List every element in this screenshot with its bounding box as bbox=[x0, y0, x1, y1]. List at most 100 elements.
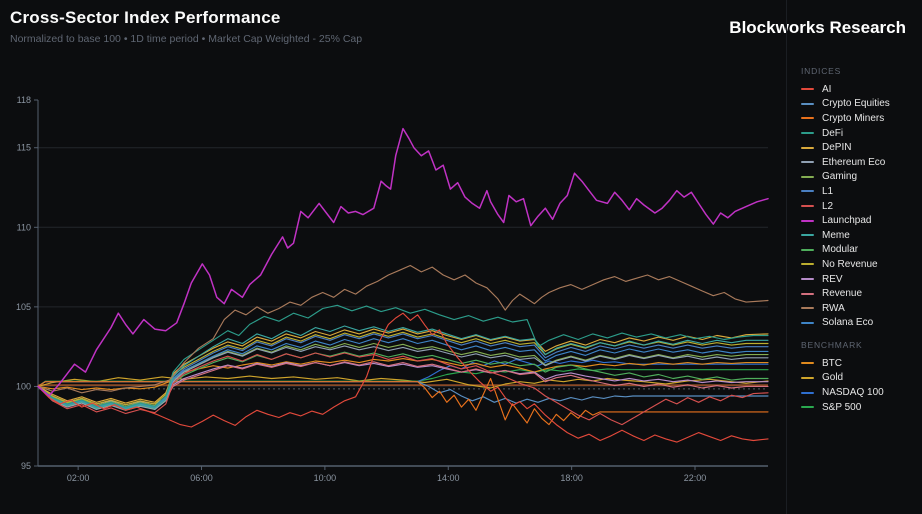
legend-item-gaming[interactable]: Gaming bbox=[801, 170, 922, 185]
y-tick-label-118: 118 bbox=[17, 95, 31, 105]
legend-item-meme[interactable]: Meme bbox=[801, 228, 922, 243]
blockworks-research-logo: Blockworks Research bbox=[729, 18, 906, 37]
y-tick-label-95: 95 bbox=[21, 461, 31, 471]
legend-item-no_revenue[interactable]: No Revenue bbox=[801, 257, 922, 272]
legend-label-crypto_miners: Crypto Miners bbox=[822, 112, 885, 124]
series-line-btc[interactable] bbox=[37, 358, 769, 391]
legend-sidebar: INDICES AI Crypto Equities Crypto Miners De… bbox=[786, 0, 922, 514]
legend-item-modular[interactable]: Modular bbox=[801, 243, 922, 258]
y-tick-label-100: 100 bbox=[16, 381, 31, 391]
legend-item-btc[interactable]: BTC bbox=[801, 356, 922, 371]
legend-swatch-defi bbox=[801, 132, 814, 135]
legend-indices-header: INDICES bbox=[801, 66, 842, 76]
page-title: Cross-Sector Index Performance bbox=[10, 8, 281, 27]
series-line-depin[interactable] bbox=[37, 328, 769, 404]
series-line-defi[interactable] bbox=[37, 304, 769, 408]
series-line-launchpad[interactable] bbox=[37, 127, 769, 397]
legend-swatch-l2 bbox=[801, 205, 814, 208]
legend-swatch-rev bbox=[801, 278, 814, 281]
chart-header: Cross-Sector Index Performance Normalize… bbox=[10, 8, 362, 45]
legend-swatch-sp500 bbox=[801, 406, 814, 409]
legend-label-ai: AI bbox=[822, 83, 832, 95]
x-tick-label-18:00: 18:00 bbox=[560, 473, 583, 483]
y-tick-label-105: 105 bbox=[16, 302, 31, 312]
series-line-no_revenue[interactable] bbox=[37, 331, 769, 406]
series-line-sp500[interactable] bbox=[37, 368, 769, 387]
series-line-meme[interactable] bbox=[37, 325, 769, 410]
legend-swatch-rwa bbox=[801, 307, 814, 310]
series-line-solana_eco[interactable] bbox=[37, 338, 769, 410]
legend-label-nasdaq: NASDAQ 100 bbox=[822, 387, 884, 399]
legend-label-crypto_equities: Crypto Equities bbox=[822, 98, 890, 110]
legend-item-depin[interactable]: DePIN bbox=[801, 140, 922, 155]
legend-label-launchpad: Launchpad bbox=[822, 215, 872, 227]
legend-label-gold: Gold bbox=[822, 372, 844, 384]
legend-item-revenue[interactable]: Revenue bbox=[801, 286, 922, 301]
series-line-rwa[interactable] bbox=[37, 264, 769, 394]
legend-swatch-gaming bbox=[801, 175, 814, 178]
legend-swatch-ethereum_eco bbox=[801, 161, 814, 164]
series-line-nasdaq[interactable] bbox=[37, 358, 769, 387]
legend-swatch-launchpad bbox=[801, 219, 814, 222]
legend-item-l2[interactable]: L2 bbox=[801, 199, 922, 214]
legend-section-gap bbox=[801, 330, 922, 340]
legend-swatch-crypto_equities bbox=[801, 102, 814, 105]
x-tick-label-06:00: 06:00 bbox=[190, 473, 213, 483]
legend-item-ethereum_eco[interactable]: Ethereum Eco bbox=[801, 155, 922, 170]
legend-swatch-meme bbox=[801, 234, 814, 237]
series-line-gold[interactable] bbox=[37, 375, 769, 389]
legend-label-ethereum_eco: Ethereum Eco bbox=[822, 156, 886, 168]
legend-item-launchpad[interactable]: Launchpad bbox=[801, 213, 922, 228]
legend-swatch-nasdaq bbox=[801, 391, 814, 394]
legend-item-defi[interactable]: DeFi bbox=[801, 126, 922, 141]
legend-label-l1: L1 bbox=[822, 185, 834, 197]
legend-label-sp500: S&P 500 bbox=[822, 401, 862, 413]
legend-swatch-gold bbox=[801, 376, 814, 379]
legend-item-l1[interactable]: L1 bbox=[801, 184, 922, 199]
series-line-l2[interactable] bbox=[37, 352, 769, 426]
legend-swatch-crypto_miners bbox=[801, 117, 814, 120]
legend-label-l2: L2 bbox=[822, 200, 834, 212]
y-tick-label-110: 110 bbox=[17, 222, 31, 232]
legend-indices-list: AI Crypto Equities Crypto Miners DeFi DePIN E… bbox=[801, 82, 922, 330]
series-line-crypto_equities[interactable] bbox=[37, 381, 769, 404]
series-line-ethereum_eco[interactable] bbox=[37, 345, 769, 411]
legend-swatch-no_revenue bbox=[801, 263, 814, 266]
legend-swatch-solana_eco bbox=[801, 321, 814, 324]
x-tick-label-22:00: 22:00 bbox=[684, 473, 707, 483]
legend-label-rev: REV bbox=[822, 273, 843, 285]
legend-label-btc: BTC bbox=[822, 357, 842, 369]
legend-item-sp500[interactable]: S&P 500 bbox=[801, 400, 922, 415]
legend-item-rev[interactable]: REV bbox=[801, 272, 922, 287]
legend-item-ai[interactable]: AI bbox=[801, 82, 922, 97]
series-line-ai[interactable] bbox=[37, 312, 769, 443]
legend-label-depin: DePIN bbox=[822, 142, 852, 154]
legend-item-nasdaq[interactable]: NASDAQ 100 bbox=[801, 385, 922, 400]
series-line-modular[interactable] bbox=[37, 351, 769, 411]
legend-item-crypto_equities[interactable]: Crypto Equities bbox=[801, 97, 922, 112]
series-line-l1[interactable] bbox=[37, 333, 769, 409]
legend-swatch-btc bbox=[801, 362, 814, 365]
legend-label-solana_eco: Solana Eco bbox=[822, 317, 874, 329]
legend-label-rwa: RWA bbox=[822, 302, 845, 314]
legend-swatch-depin bbox=[801, 146, 814, 149]
x-tick-label-14:00: 14:00 bbox=[437, 473, 460, 483]
legend-item-rwa[interactable]: RWA bbox=[801, 301, 922, 316]
x-tick-label-02:00: 02:00 bbox=[67, 473, 90, 483]
chart-plot-area[interactable]: 95 100 105 110 115 118 02:00 06:00 10:00 14:00 18:… bbox=[0, 0, 786, 514]
legend-label-defi: DeFi bbox=[822, 127, 844, 139]
legend-label-revenue: Revenue bbox=[822, 288, 863, 300]
legend-swatch-revenue bbox=[801, 292, 814, 295]
legend-item-solana_eco[interactable]: Solana Eco bbox=[801, 316, 922, 331]
legend-swatch-modular bbox=[801, 248, 814, 251]
legend-benchmark-header: BENCHMARK bbox=[801, 340, 863, 351]
legend-label-gaming: Gaming bbox=[822, 171, 858, 183]
y-tick-label-115: 115 bbox=[17, 143, 31, 153]
legend-item-gold[interactable]: Gold bbox=[801, 371, 922, 386]
x-tick-label-10:00: 10:00 bbox=[314, 473, 337, 483]
legend-label-meme: Meme bbox=[822, 229, 850, 241]
series-line-crypto_miners[interactable] bbox=[37, 377, 769, 426]
legend-item-crypto_miners[interactable]: Crypto Miners bbox=[801, 111, 922, 126]
line-chart-canvas[interactable]: 95 100 105 110 115 118 02:00 06:00 10:00 14:00 18:… bbox=[0, 0, 786, 514]
